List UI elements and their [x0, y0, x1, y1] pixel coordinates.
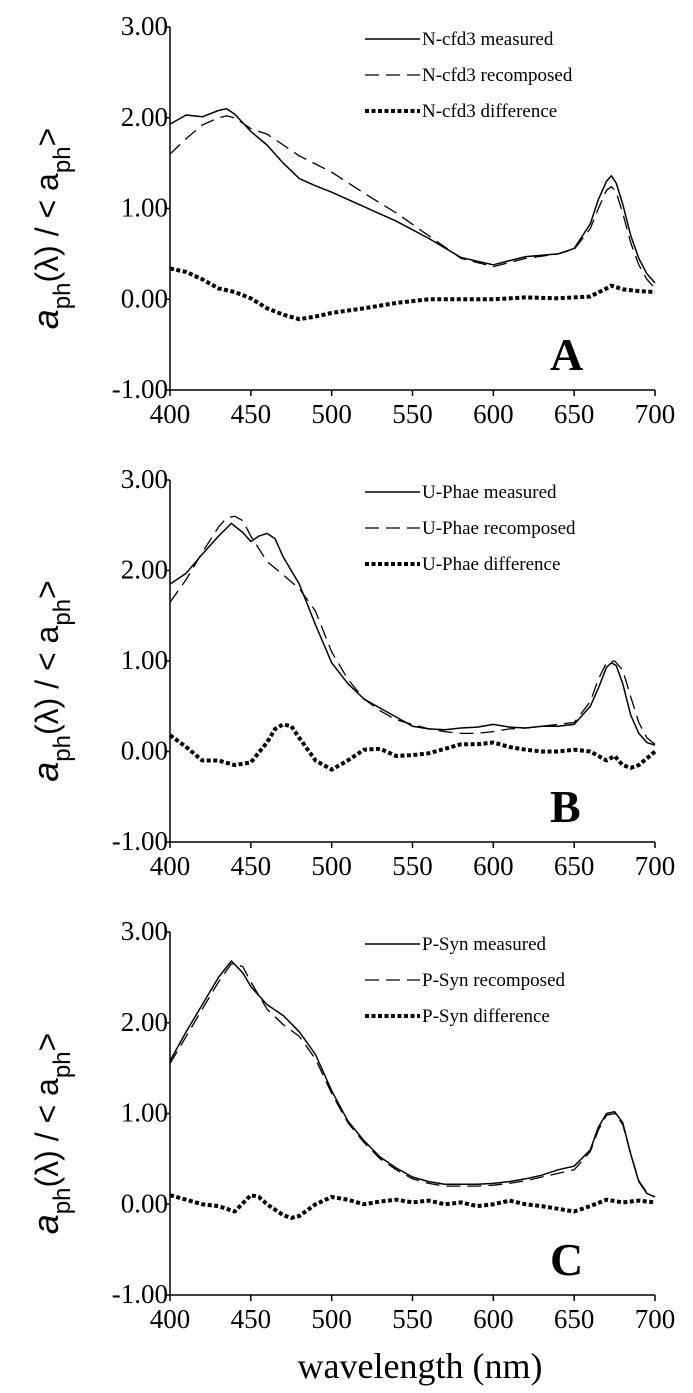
x-tick-label: 650	[554, 851, 595, 881]
x-tick-label: 650	[554, 399, 595, 429]
legend-label: N-cfd3 difference	[422, 101, 557, 122]
x-tick-label: 600	[473, 1304, 514, 1334]
y-axis-label-part: ph	[49, 146, 76, 173]
y-axis-label-part: >	[29, 1033, 65, 1052]
y-axis-label-part: ph	[49, 283, 76, 310]
legend-label: U-Phae difference	[422, 554, 560, 575]
y-axis-label: aph(λ) / < aph>	[25, 1033, 76, 1234]
y-axis-label-part: >	[29, 128, 65, 147]
x-tick-label: 600	[473, 851, 514, 881]
y-tick-label: 0.00	[121, 736, 168, 766]
panel-letter: C	[550, 1234, 583, 1285]
y-axis-label-part: (λ) / < a	[29, 173, 65, 283]
x-tick-label: 500	[311, 851, 352, 881]
x-tick-label: 700	[635, 851, 676, 881]
x-tick-label: 700	[635, 1304, 676, 1334]
series-line-dotted	[168, 722, 657, 772]
x-tick-label: 500	[311, 399, 352, 429]
legend-label: P-Syn measured	[422, 934, 547, 955]
y-axis-label-part: ph	[49, 1188, 76, 1215]
y-axis-label-part: (λ) / < a	[29, 1078, 65, 1188]
x-tick-label: 600	[473, 399, 514, 429]
x-tick-label: 550	[392, 399, 433, 429]
series-line-dotted	[169, 266, 656, 322]
y-tick-label: 0.00	[121, 1188, 168, 1218]
y-axis-label-part: a	[25, 1214, 66, 1234]
y-tick-label: 2.00	[121, 1007, 168, 1037]
y-tick-label: 1.00	[121, 645, 168, 675]
series-line-dotted	[169, 1193, 656, 1220]
y-tick-label: 1.00	[121, 1098, 168, 1128]
x-tick-label: 400	[150, 1304, 191, 1334]
y-tick-label: -1.00	[112, 374, 168, 404]
legend-label: P-Syn recomposed	[422, 970, 566, 991]
y-axis-label-part: >	[29, 580, 65, 599]
y-tick-label: -1.00	[112, 826, 168, 856]
series-line-solid	[169, 107, 656, 284]
x-tick-label: 450	[231, 1304, 272, 1334]
y-tick-label: 2.00	[121, 102, 168, 132]
legend-label: N-cfd3 measured	[422, 29, 554, 50]
x-tick-label: 550	[392, 851, 433, 881]
y-axis-label-part: (λ) / < a	[29, 625, 65, 735]
legend-label: U-Phae measured	[422, 482, 557, 503]
x-tick-label: 550	[392, 1304, 433, 1334]
series-line-solid	[169, 960, 656, 1198]
x-tick-label: 450	[231, 399, 272, 429]
chart-panel-b: -1.00 0.00 1.00 2.00 3.00 400 450 500 550 600 650 7…	[25, 464, 675, 881]
x-tick-label: 650	[554, 1304, 595, 1334]
y-axis-label: aph(λ) / < aph>	[25, 128, 76, 329]
y-tick-label: 0.00	[121, 283, 168, 313]
legend-label: N-cfd3 recomposed	[422, 65, 573, 86]
series-line-dashed	[169, 115, 656, 289]
x-tick-label: 500	[311, 1304, 352, 1334]
y-tick-label: 3.00	[121, 11, 168, 41]
legend-label: U-Phae recomposed	[422, 518, 576, 539]
y-axis-label-part: ph	[49, 1051, 76, 1078]
x-axis-label: wavelength (nm)	[298, 1346, 543, 1386]
legend-label: P-Syn difference	[422, 1006, 550, 1027]
series-line-dashed	[169, 515, 656, 745]
y-tick-label: 3.00	[121, 464, 168, 494]
x-tick-label: 400	[150, 851, 191, 881]
y-tick-label: 1.00	[121, 193, 168, 223]
x-tick-label: 450	[231, 851, 272, 881]
chart-panel-a: -1.00 0.00 1.00 2.00 3.00 400 450 500 550 600 650 7…	[25, 11, 675, 429]
panel-letter: B	[550, 781, 581, 832]
series-line-dashed	[169, 963, 656, 1198]
chart-panel-c: -1.00 0.00 1.00 2.00 3.00 400 450 500 550 600 650 7…	[25, 916, 675, 1334]
y-axis-label-part: a	[25, 309, 66, 329]
panel-letter: A	[550, 329, 583, 380]
x-tick-label: 700	[635, 399, 676, 429]
x-tick-label: 400	[150, 399, 191, 429]
y-axis-label-part: ph	[49, 599, 76, 626]
y-tick-label: -1.00	[112, 1279, 168, 1309]
y-axis-label: aph(λ) / < aph>	[25, 580, 76, 781]
y-axis-label-part: a	[25, 762, 66, 782]
y-axis-label-part: ph	[49, 735, 76, 762]
y-tick-label: 3.00	[121, 916, 168, 946]
y-tick-label: 2.00	[121, 555, 168, 585]
